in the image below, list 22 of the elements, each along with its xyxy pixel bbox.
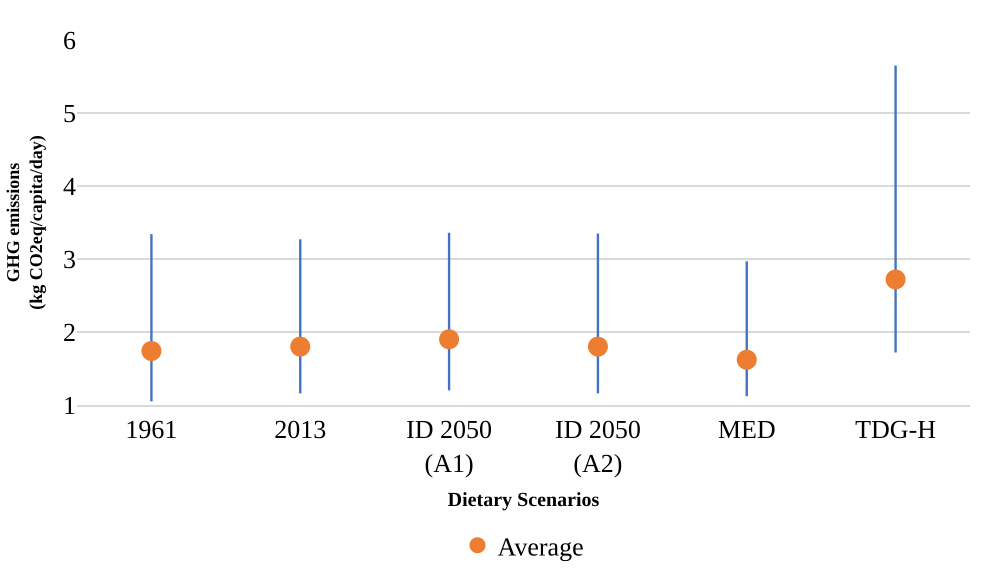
y-tick-label: 6 xyxy=(63,26,76,56)
y-tick-label: 1 xyxy=(63,391,76,420)
x-tick-label: TDG-H xyxy=(855,415,936,444)
x-tick-label: 1961 xyxy=(125,415,178,444)
y-axis-title: GHG emissions (kg CO2eq/capita/day) xyxy=(2,135,46,310)
x-tick-label: ID 2050 (A2) xyxy=(554,415,641,478)
x-tick-label: 2013 xyxy=(274,415,326,444)
y-tick-label: 5 xyxy=(63,99,76,128)
legend-label: Average xyxy=(498,532,584,562)
y-tick-label: 2 xyxy=(63,318,76,348)
point xyxy=(588,336,608,357)
y-tick-label: 3 xyxy=(63,245,76,274)
x-axis-title: Dietary Scenarios xyxy=(448,489,600,511)
point xyxy=(141,340,162,361)
y-tick-label: 4 xyxy=(63,172,76,202)
point xyxy=(886,269,906,290)
point xyxy=(439,329,460,350)
point xyxy=(736,350,757,370)
x-tick-label: ID 2050 (A1) xyxy=(406,415,492,478)
x-tick-label: MED xyxy=(718,415,776,444)
bar xyxy=(894,66,897,352)
point xyxy=(290,336,310,357)
